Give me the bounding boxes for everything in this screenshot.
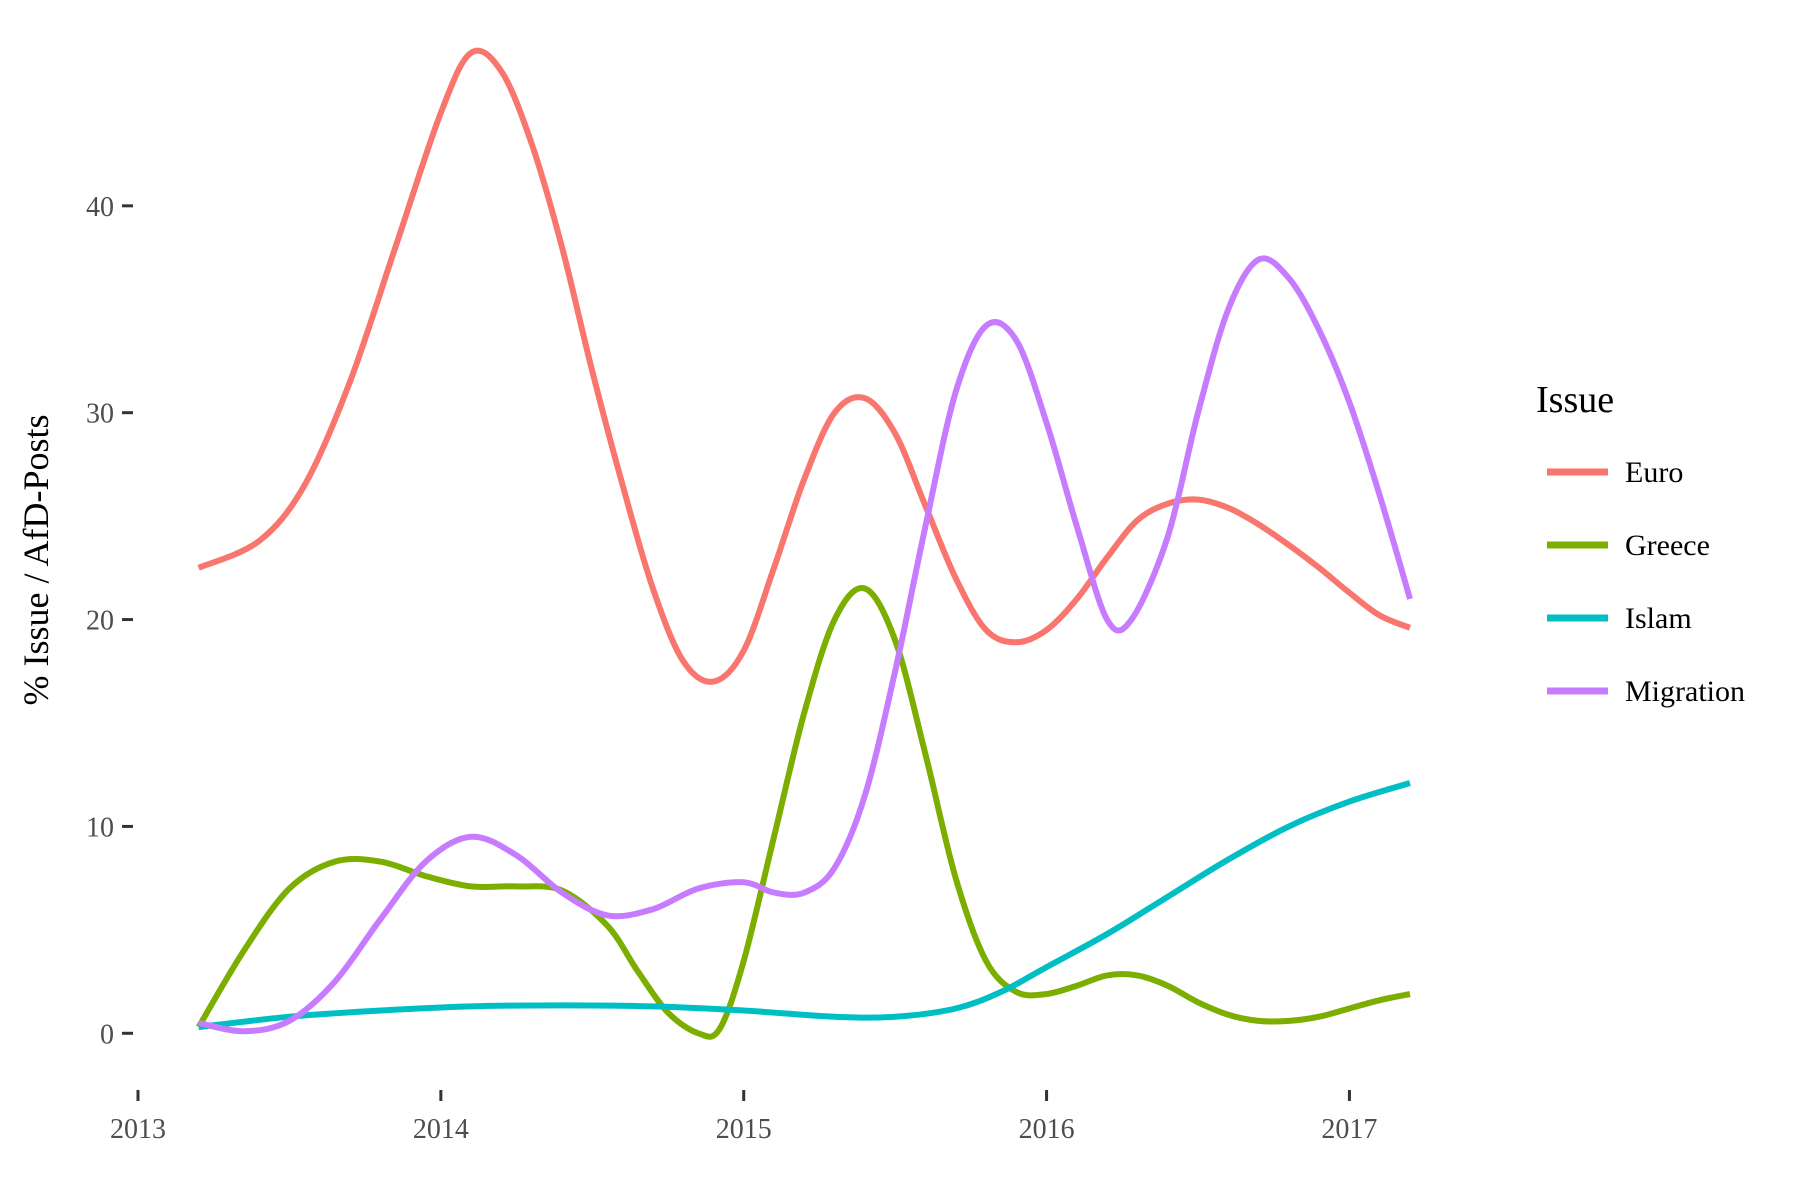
legend-label-greece: Greece (1625, 529, 1710, 562)
y-tick-label: 20 (86, 606, 114, 637)
series-lines (196, 47, 1413, 1040)
y-tick-label: 30 (86, 399, 114, 430)
x-tick-label: 2017 (1321, 1114, 1377, 1145)
series-line-migration (197, 255, 1413, 1035)
legend-label-islam: Islam (1625, 602, 1692, 635)
series-line-euro (197, 47, 1412, 685)
legend: Issue Euro Greece Islam Migration (1536, 379, 1745, 708)
x-tick-label: 2016 (1019, 1114, 1075, 1145)
x-tick-label: 2014 (413, 1114, 469, 1145)
series-line-islam (198, 780, 1411, 1031)
legend-label-migration: Migration (1625, 675, 1745, 708)
y-axis: 0 10 20 30 40 (86, 192, 133, 1050)
y-axis-title: % Issue / AfD-Posts (16, 414, 56, 705)
y-tick-label: 40 (86, 192, 114, 223)
legend-items: Euro Greece Islam Migration (1547, 456, 1745, 708)
x-tick-label: 2013 (110, 1114, 166, 1145)
x-tick-label: 2015 (716, 1114, 772, 1145)
y-tick-label: 0 (100, 1019, 114, 1050)
x-axis: 2013 2014 2015 2016 2017 (110, 1090, 1377, 1145)
legend-title: Issue (1536, 379, 1614, 421)
series-line-greece (196, 585, 1411, 1040)
y-tick-label: 10 (86, 812, 114, 843)
legend-label-euro: Euro (1625, 456, 1683, 489)
